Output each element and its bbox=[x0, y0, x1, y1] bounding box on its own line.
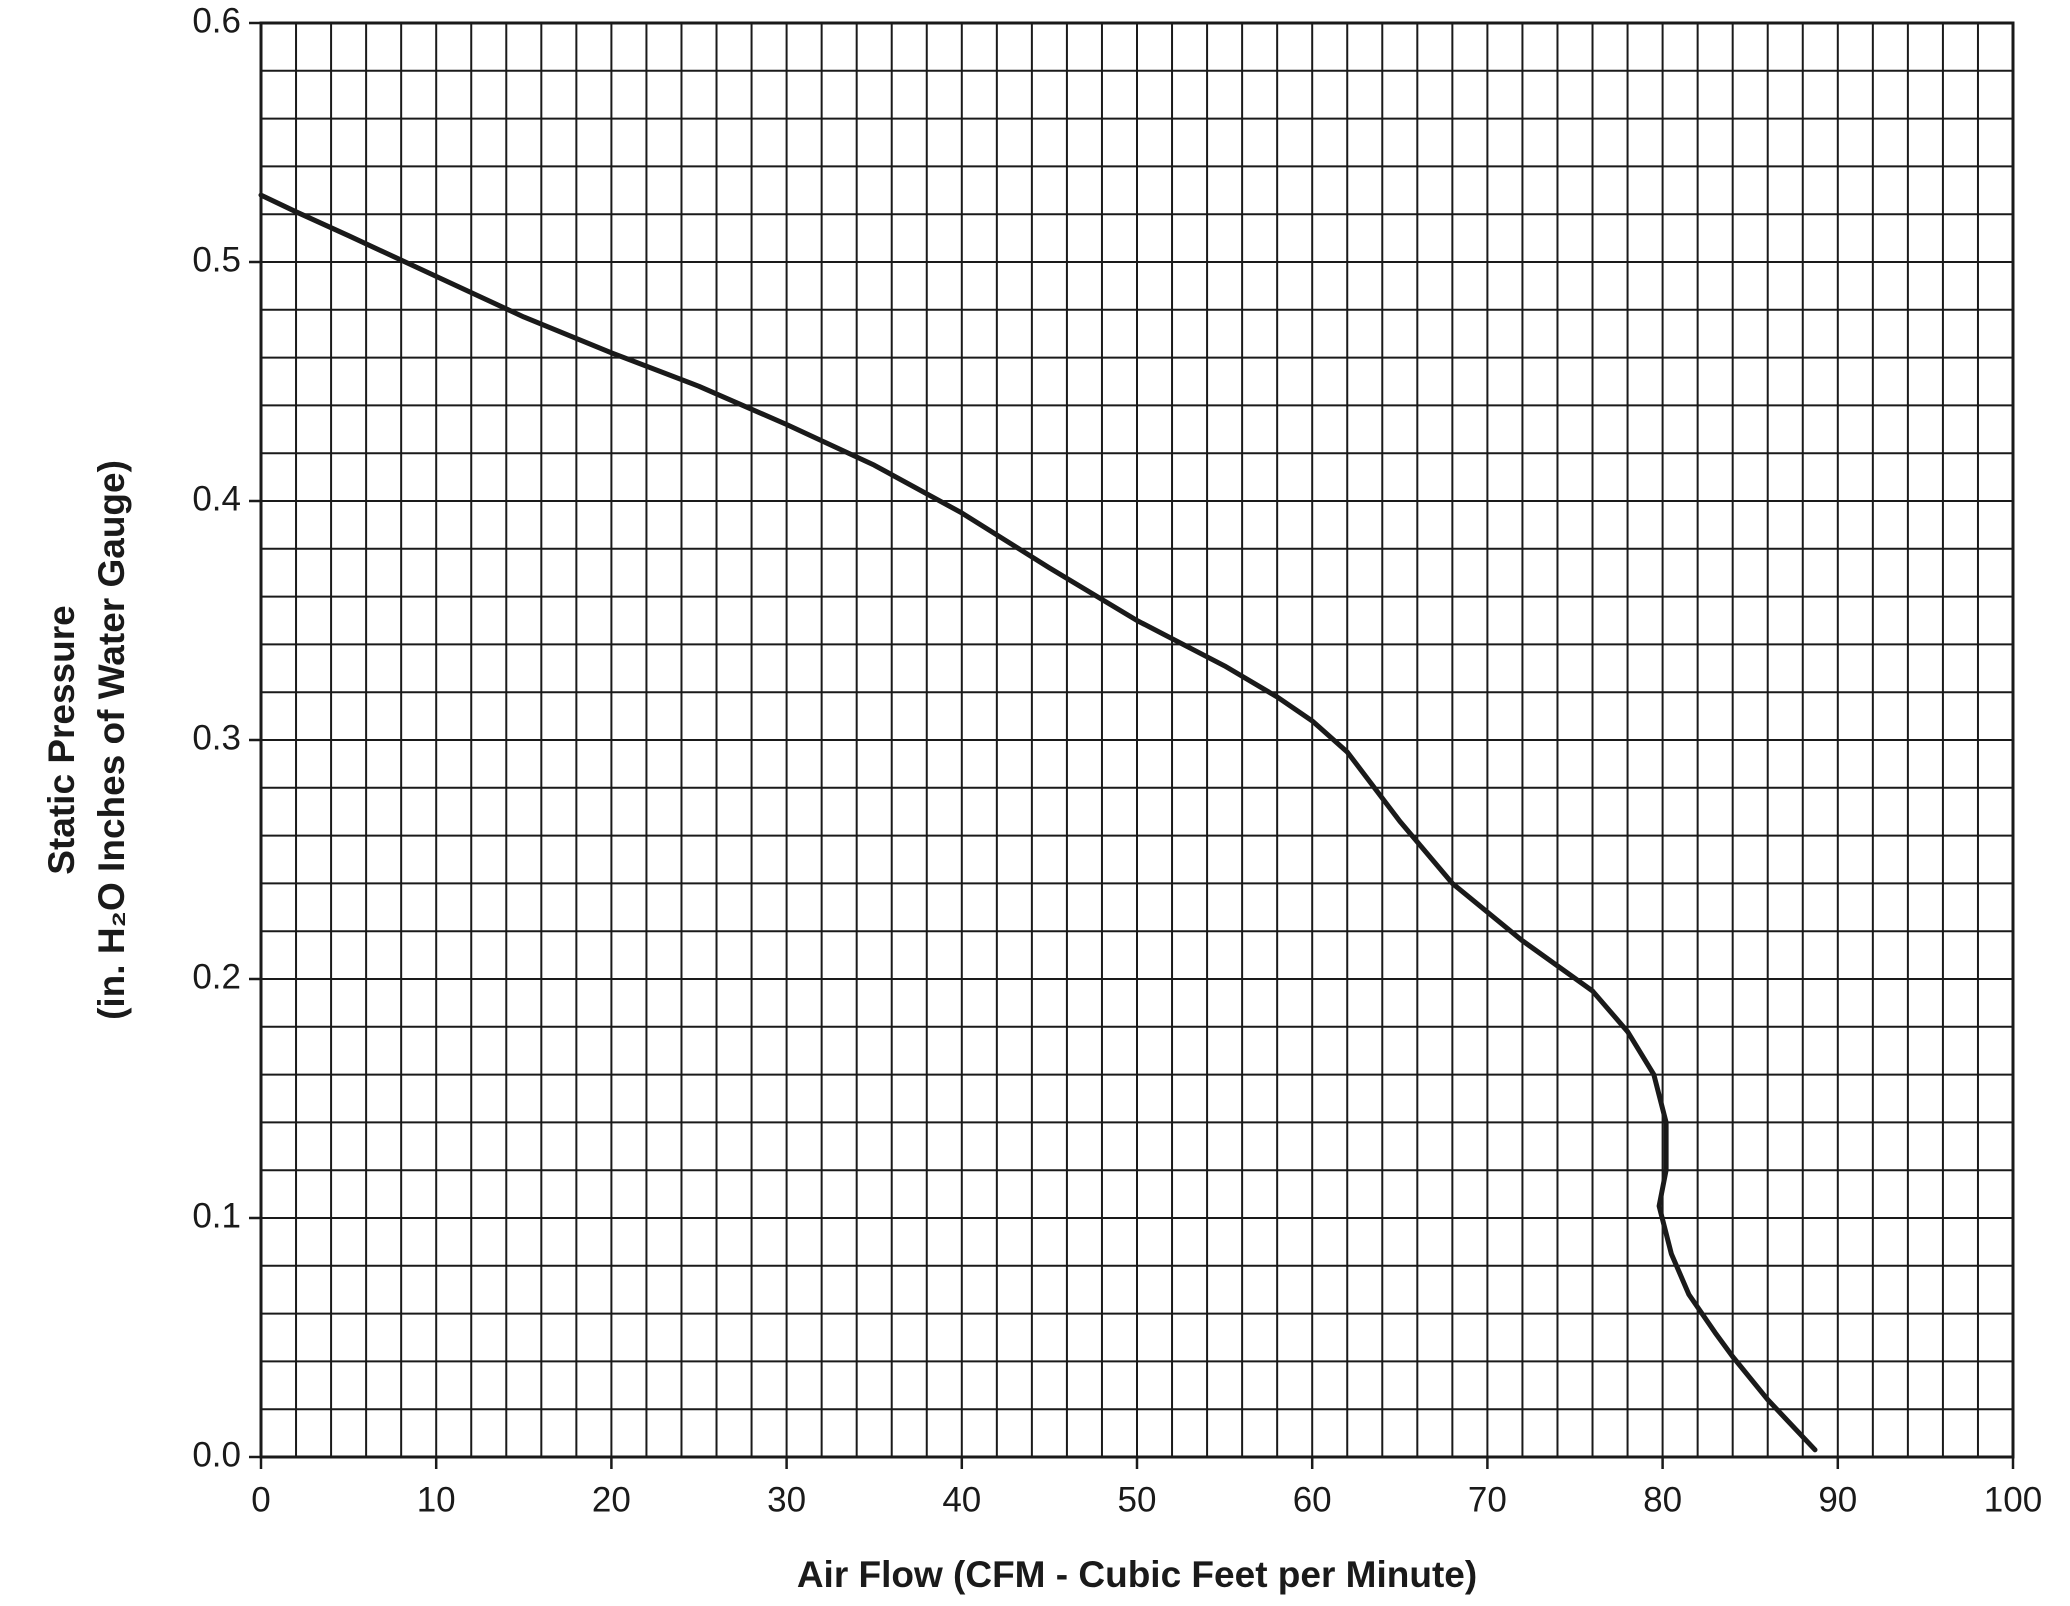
y-axis-title: (in. H₂O Inches of Water Gauge) bbox=[91, 460, 132, 1020]
x-tick-label: 10 bbox=[417, 1480, 456, 1519]
y-tick-label: 0.5 bbox=[192, 240, 241, 279]
x-tick-label: 20 bbox=[592, 1480, 631, 1519]
y-tick-label: 0.6 bbox=[192, 1, 241, 40]
x-tick-label: 60 bbox=[1293, 1480, 1332, 1519]
y-tick-label: 0.2 bbox=[192, 957, 241, 996]
x-tick-label: 50 bbox=[1118, 1480, 1157, 1519]
y-tick-label: 0.1 bbox=[192, 1196, 241, 1235]
y-tick-label: 0.0 bbox=[192, 1435, 241, 1474]
y-axis-title: Static Pressure bbox=[41, 605, 82, 874]
x-tick-label: 80 bbox=[1643, 1480, 1682, 1519]
x-tick-label: 100 bbox=[1984, 1480, 2042, 1519]
x-tick-label: 30 bbox=[767, 1480, 806, 1519]
y-tick-label: 0.4 bbox=[192, 479, 241, 518]
x-tick-label: 0 bbox=[251, 1480, 270, 1519]
x-axis-title: Air Flow (CFM - Cubic Feet per Minute) bbox=[797, 1554, 1477, 1595]
y-tick-label: 0.3 bbox=[192, 718, 241, 757]
x-tick-label: 40 bbox=[942, 1480, 981, 1519]
line bbox=[258, 192, 1818, 1453]
plot-frame bbox=[259, 21, 2015, 1459]
x-tick-label: 90 bbox=[1818, 1480, 1857, 1519]
x-tick-label: 70 bbox=[1468, 1480, 1507, 1519]
